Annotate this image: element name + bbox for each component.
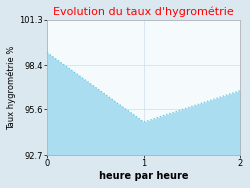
X-axis label: heure par heure: heure par heure (99, 171, 188, 181)
Title: Evolution du taux d'hygrométrie: Evolution du taux d'hygrométrie (54, 7, 234, 17)
Y-axis label: Taux hygrométrie %: Taux hygrométrie % (7, 45, 16, 130)
